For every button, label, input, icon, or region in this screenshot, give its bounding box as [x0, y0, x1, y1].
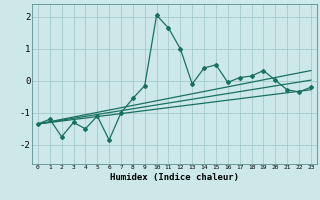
X-axis label: Humidex (Indice chaleur): Humidex (Indice chaleur) [110, 173, 239, 182]
